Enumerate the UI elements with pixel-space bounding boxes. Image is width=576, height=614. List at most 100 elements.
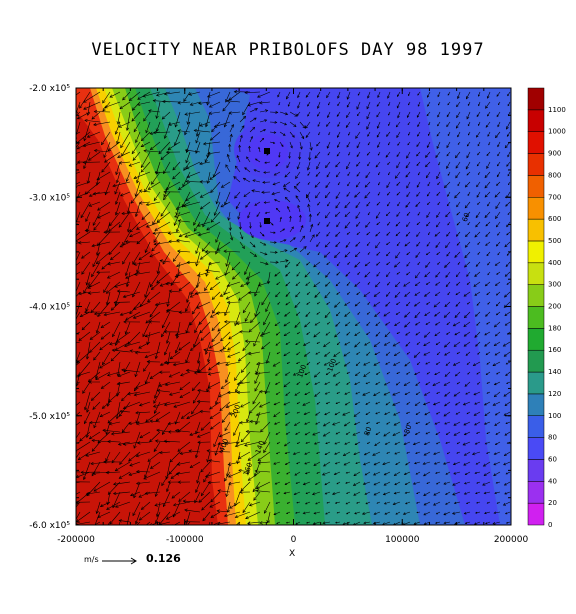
velocity-vector bbox=[463, 421, 471, 426]
velocity-vector-head bbox=[283, 384, 287, 388]
velocity-vector-head bbox=[140, 144, 145, 148]
velocity-vector bbox=[183, 201, 201, 207]
velocity-vector bbox=[286, 161, 291, 168]
velocity-vector bbox=[186, 321, 191, 333]
velocity-vector bbox=[195, 481, 201, 493]
velocity-vector-head bbox=[315, 195, 318, 199]
velocity-vector bbox=[393, 501, 401, 505]
velocity-vector-head bbox=[336, 224, 339, 228]
velocity-vector bbox=[302, 401, 311, 406]
velocity-vector bbox=[344, 201, 351, 209]
velocity-vector bbox=[178, 491, 191, 502]
velocity-vector-head bbox=[467, 194, 470, 197]
velocity-vector-head bbox=[335, 432, 338, 435]
velocity-vector-head bbox=[120, 144, 124, 149]
velocity-vector-head bbox=[82, 476, 87, 481]
velocity-vector bbox=[205, 471, 221, 478]
velocity-vector bbox=[76, 91, 81, 96]
velocity-vector-head bbox=[493, 473, 497, 476]
velocity-vector-head bbox=[305, 492, 308, 495]
velocity-vector-head bbox=[228, 336, 232, 340]
velocity-vector bbox=[269, 231, 276, 234]
velocity-vector bbox=[139, 511, 151, 521]
velocity-vector bbox=[484, 181, 491, 189]
velocity-vector bbox=[342, 521, 351, 525]
velocity-vector-head bbox=[435, 362, 438, 365]
velocity-vector bbox=[144, 181, 151, 192]
velocity-vector-head bbox=[275, 207, 279, 211]
velocity-vector bbox=[485, 351, 491, 355]
velocity-vector-head bbox=[462, 442, 466, 446]
velocity-vector-head bbox=[261, 190, 265, 194]
velocity-vector-head bbox=[505, 204, 508, 207]
velocity-vector-head bbox=[142, 333, 146, 338]
velocity-vector bbox=[495, 211, 501, 219]
velocity-vector-head bbox=[217, 328, 221, 332]
velocity-vector-head bbox=[496, 272, 499, 275]
velocity-vector bbox=[100, 501, 111, 507]
velocity-vector bbox=[433, 301, 441, 308]
velocity-vector bbox=[465, 181, 471, 188]
velocity-vector bbox=[384, 501, 391, 505]
velocity-vector-head bbox=[240, 236, 244, 240]
velocity-vector-head bbox=[109, 342, 113, 346]
velocity-vector bbox=[153, 231, 161, 243]
y-tick-label: -5.0 x10⁵ bbox=[29, 412, 70, 422]
velocity-vector bbox=[244, 441, 261, 446]
velocity-vector bbox=[129, 221, 141, 233]
velocity-vector-head bbox=[343, 423, 347, 427]
velocity-vector-head bbox=[364, 184, 368, 188]
velocity-vector-head bbox=[297, 204, 301, 208]
velocity-vector-head bbox=[435, 245, 439, 248]
velocity-vector bbox=[109, 341, 121, 345]
velocity-vector bbox=[220, 291, 231, 297]
velocity-vector-head bbox=[337, 95, 340, 99]
velocity-vector-head bbox=[482, 482, 486, 486]
velocity-vector bbox=[313, 331, 321, 338]
velocity-vector bbox=[129, 350, 141, 353]
velocity-vector bbox=[376, 221, 381, 225]
velocity-vector-head bbox=[497, 233, 499, 236]
velocity-vector bbox=[210, 131, 221, 141]
velocity-vector bbox=[476, 161, 481, 167]
velocity-vector-head bbox=[91, 273, 95, 278]
velocity-vector bbox=[289, 226, 294, 233]
velocity-vector bbox=[314, 291, 321, 298]
velocity-vector-head bbox=[209, 415, 214, 419]
velocity-vector bbox=[444, 301, 451, 307]
velocity-vector-head bbox=[402, 512, 406, 515]
velocity-vector bbox=[395, 281, 401, 287]
velocity-vector-head bbox=[344, 205, 348, 209]
velocity-vector bbox=[346, 101, 351, 108]
velocity-vector bbox=[109, 511, 121, 525]
velocity-vector-head bbox=[80, 470, 84, 475]
velocity-vector-head bbox=[417, 213, 420, 216]
velocity-vector-head bbox=[275, 382, 278, 385]
velocity-vector bbox=[78, 291, 91, 295]
velocity-vector-head bbox=[275, 164, 278, 167]
velocity-vector-head bbox=[317, 203, 319, 206]
velocity-vector-head bbox=[118, 161, 123, 165]
velocity-vector-head bbox=[327, 204, 330, 207]
velocity-vector-head bbox=[465, 392, 468, 395]
velocity-vector-head bbox=[447, 194, 450, 197]
velocity-vector bbox=[204, 281, 211, 291]
velocity-vector-head bbox=[238, 468, 242, 473]
velocity-vector-head bbox=[245, 204, 248, 208]
velocity-vector-head bbox=[504, 403, 508, 406]
velocity-vector bbox=[232, 271, 241, 280]
velocity-vector-head bbox=[114, 468, 119, 472]
velocity-vector bbox=[305, 441, 311, 444]
velocity-vector bbox=[366, 381, 371, 385]
velocity-vector bbox=[355, 401, 361, 405]
velocity-vector bbox=[335, 211, 341, 217]
velocity-vector bbox=[316, 141, 321, 147]
velocity-vector bbox=[445, 361, 451, 366]
velocity-vector-head bbox=[303, 412, 307, 415]
velocity-vector-head bbox=[100, 336, 105, 340]
velocity-vector-head bbox=[306, 263, 309, 266]
velocity-vector-head bbox=[495, 224, 499, 228]
velocity-vector-head bbox=[476, 114, 479, 118]
velocity-vector-head bbox=[452, 492, 456, 496]
velocity-vector bbox=[505, 421, 511, 424]
